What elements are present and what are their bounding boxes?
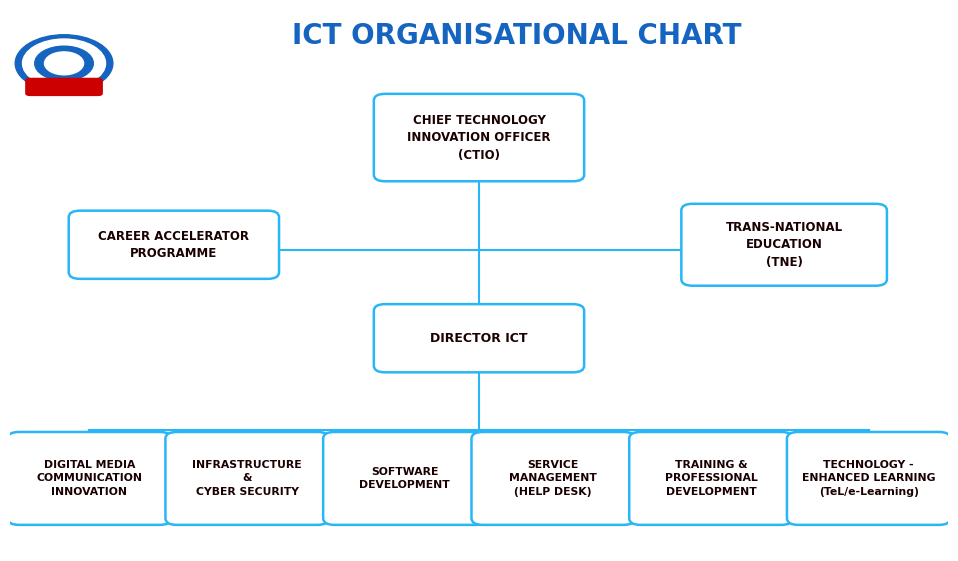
Text: TRANS-NATIONAL
EDUCATION
(TNE): TRANS-NATIONAL EDUCATION (TNE) [725,221,843,269]
Circle shape [44,52,83,75]
Text: TRAINING &
PROFESSIONAL
DEVELOPMENT: TRAINING & PROFESSIONAL DEVELOPMENT [665,460,757,497]
FancyBboxPatch shape [374,94,584,181]
Text: CHIEF TECHNOLOGY
INNOVATION OFFICER
(CTIO): CHIEF TECHNOLOGY INNOVATION OFFICER (CTI… [407,113,551,162]
FancyBboxPatch shape [323,432,487,525]
Text: SOFTWARE
DEVELOPMENT: SOFTWARE DEVELOPMENT [359,467,450,490]
Text: INFRASTRUCTURE
&
CYBER SECURITY: INFRASTRUCTURE & CYBER SECURITY [193,460,302,497]
FancyBboxPatch shape [374,304,584,373]
Text: DIGITAL MEDIA
COMMUNICATION
INNOVATION: DIGITAL MEDIA COMMUNICATION INNOVATION [36,460,143,497]
FancyBboxPatch shape [629,432,792,525]
Circle shape [15,35,113,92]
Text: TECHNOLOGY -
ENHANCED LEARNING
(TeL/e-Learning): TECHNOLOGY - ENHANCED LEARNING (TeL/e-Le… [802,460,935,497]
FancyBboxPatch shape [25,78,103,96]
Text: ICT ORGANISATIONAL CHART: ICT ORGANISATIONAL CHART [292,22,741,50]
Text: DIRECTOR ICT: DIRECTOR ICT [430,332,528,344]
FancyBboxPatch shape [8,432,171,525]
FancyBboxPatch shape [69,211,279,279]
FancyBboxPatch shape [166,432,329,525]
Circle shape [23,39,105,88]
FancyBboxPatch shape [787,432,950,525]
FancyBboxPatch shape [681,204,887,286]
FancyBboxPatch shape [471,432,635,525]
Text: CAREER ACCELERATOR
PROGRAMME: CAREER ACCELERATOR PROGRAMME [99,229,249,260]
Text: SERVICE
MANAGEMENT
(HELP DESK): SERVICE MANAGEMENT (HELP DESK) [510,460,597,497]
Circle shape [34,46,93,80]
